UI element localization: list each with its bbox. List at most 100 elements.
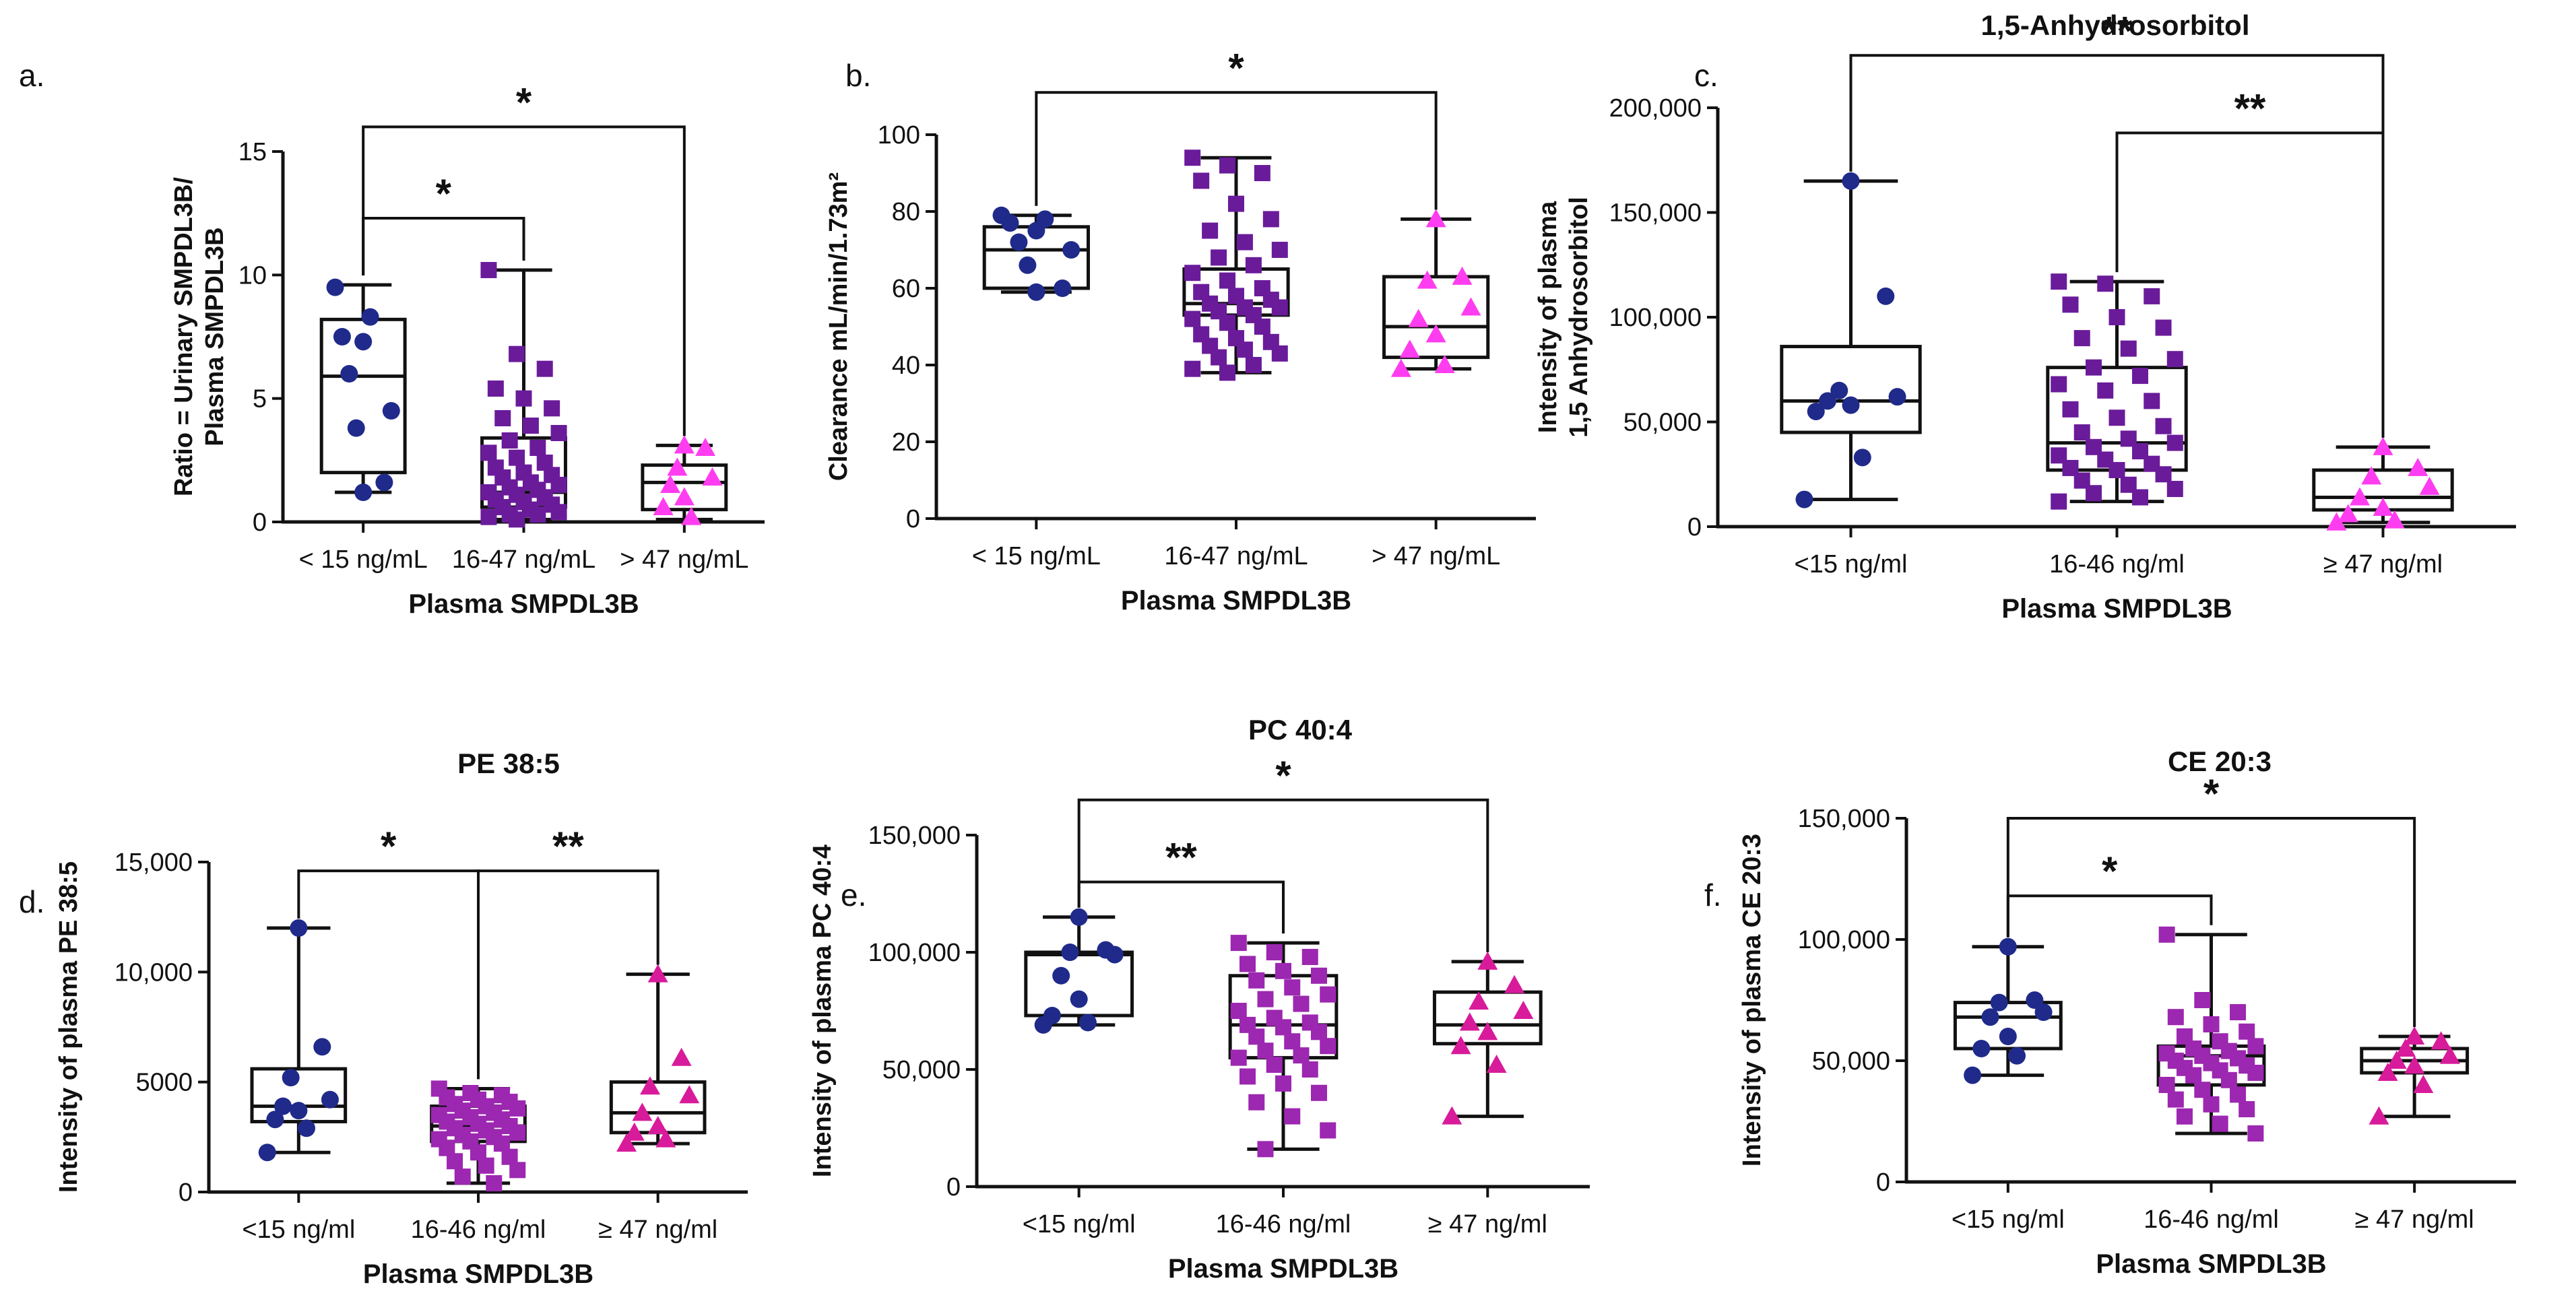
- box-iqr: [2156, 1044, 2266, 1087]
- significance-label: *: [2203, 771, 2220, 816]
- y-axis-title: Intensity of plasma PC 40:4: [808, 845, 837, 1177]
- data-point: [2158, 926, 2175, 943]
- data-point: [2338, 504, 2358, 523]
- data-point: [480, 508, 497, 525]
- box-iqr: [1780, 345, 1922, 434]
- data-point: [333, 328, 351, 345]
- significance-label: **: [2101, 8, 2133, 53]
- box-group-2: [2360, 1026, 2470, 1125]
- data-point: [1284, 1033, 1301, 1050]
- data-point: [544, 400, 560, 417]
- panel-letter: a.: [19, 58, 44, 93]
- data-point: [2097, 382, 2114, 399]
- chart-panel-d: d. PE 38:5 0 5000 10,000 15,000 Intensity of p…: [19, 748, 748, 1289]
- data-point: [1964, 1066, 1982, 1084]
- data-point: [1795, 490, 1813, 508]
- significance-label: *: [381, 824, 397, 869]
- significance-label: *: [436, 171, 452, 216]
- data-point: [1193, 172, 1210, 189]
- data-point: [454, 1168, 471, 1185]
- y-tick-label: 150,000: [868, 822, 961, 850]
- data-point: [2439, 1045, 2460, 1064]
- data-point: [1842, 396, 1860, 414]
- data-point: [1425, 209, 1446, 228]
- data-point: [1239, 1068, 1256, 1085]
- data-point: [2239, 1101, 2255, 1117]
- data-point: [1262, 211, 1279, 228]
- x-tick-label: ≥ 47 ng/ml: [2323, 550, 2443, 579]
- data-point: [616, 1133, 637, 1152]
- x-axis-title: Plasma SMPDL3B: [1168, 1254, 1398, 1284]
- y-tick-label: 0: [946, 1173, 961, 1201]
- data-point: [2144, 393, 2160, 409]
- data-point: [2377, 1063, 2398, 1081]
- data-point: [1807, 402, 1825, 420]
- data-point: [1257, 1043, 1274, 1059]
- data-point: [1320, 1038, 1337, 1055]
- data-point: [1211, 249, 1227, 266]
- data-point: [1230, 1049, 1247, 1066]
- data-point: [2326, 512, 2347, 531]
- y-tick-label: 80: [892, 198, 920, 226]
- data-point: [2158, 1077, 2175, 1093]
- data-point: [674, 487, 695, 506]
- significance-bracket: [2115, 131, 2385, 438]
- data-point: [1245, 357, 1262, 373]
- x-tick-label: 16-46 ng/ml: [2144, 1205, 2279, 1234]
- x-tick-label: 16-46 ng/ml: [411, 1216, 546, 1244]
- data-point: [2247, 1065, 2264, 1081]
- y-tick-label: 150,000: [1609, 199, 1702, 228]
- box-group-0: [982, 206, 1090, 301]
- box-iqr: [1182, 267, 1290, 317]
- data-point: [1425, 324, 1446, 343]
- data-point: [1842, 172, 1860, 190]
- x-tick-label: 16-46 ng/ml: [1216, 1210, 1351, 1238]
- data-point: [1266, 944, 1283, 960]
- data-point: [550, 504, 567, 521]
- data-point: [1245, 257, 1262, 273]
- significance-bracket: [1077, 798, 1489, 952]
- data-point: [2073, 424, 2090, 441]
- y-tick-label: 0: [1687, 513, 1702, 541]
- data-point: [624, 1122, 645, 1141]
- x-tick-label: < 15 ng/mL: [299, 546, 428, 574]
- data-point: [347, 419, 365, 437]
- data-point: [2369, 1106, 2389, 1125]
- data-point: [1477, 1022, 1498, 1040]
- data-point: [478, 1157, 494, 1174]
- significance-bracket: [2006, 894, 2213, 937]
- data-point: [1236, 341, 1253, 358]
- data-point: [1228, 195, 1244, 212]
- data-point: [515, 390, 532, 407]
- data-point: [1999, 937, 2017, 956]
- data-point: [2034, 1003, 2053, 1021]
- data-point: [1830, 381, 1848, 399]
- data-point: [1434, 355, 1455, 373]
- data-point: [2144, 288, 2160, 304]
- data-point: [1052, 966, 1070, 985]
- data-point: [1211, 349, 1227, 366]
- data-point: [2166, 434, 2183, 451]
- box-iqr: [1953, 1001, 2063, 1051]
- data-point: [509, 511, 525, 528]
- data-point: [2408, 457, 2428, 476]
- data-point: [2167, 1091, 2184, 1108]
- data-point: [1981, 1008, 1999, 1026]
- data-point: [1275, 1075, 1291, 1092]
- data-point: [1310, 1084, 1327, 1101]
- y-tick-label: 5: [253, 385, 267, 414]
- data-point: [2185, 1067, 2202, 1084]
- data-point: [480, 262, 497, 278]
- data-point: [480, 444, 497, 461]
- x-tick-label: 16-47 ng/mL: [452, 546, 595, 574]
- data-point: [2166, 481, 2183, 498]
- x-axis-title: Plasma SMPDL3B: [408, 589, 639, 619]
- data-point: [647, 1116, 668, 1134]
- data-point: [992, 206, 1010, 224]
- box-group-1: [480, 262, 567, 528]
- chart-panel-e: e. PC 40:4 0 50,000 100,000 150,000 Intensity …: [808, 714, 1590, 1284]
- x-tick-label: <15 ng/ml: [242, 1216, 355, 1244]
- data-point: [1034, 1016, 1052, 1034]
- significance-bracket: [362, 217, 525, 275]
- significance-label: *: [516, 79, 532, 125]
